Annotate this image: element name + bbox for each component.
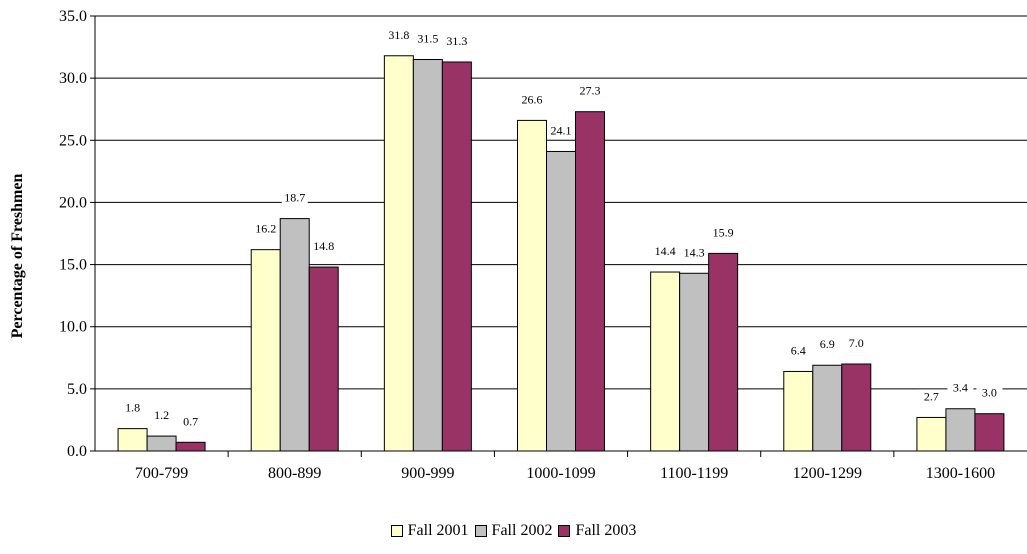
data-label: 16.2 <box>255 222 276 236</box>
legend-item: Fall 2002 <box>474 522 553 540</box>
bar <box>117 428 148 452</box>
data-label-background <box>385 27 412 43</box>
bar <box>708 252 739 452</box>
bar <box>441 61 472 452</box>
data-label-background <box>843 336 870 351</box>
data-label: 6.9 <box>820 337 835 351</box>
bar <box>575 111 605 452</box>
data-label: 3.4 <box>953 381 968 395</box>
data-label: 15.9 <box>713 225 734 239</box>
legend-label: Fall 2003 <box>575 522 637 539</box>
category-label: 1100-1199 <box>660 465 728 482</box>
bar <box>945 408 976 452</box>
data-label: 31.8 <box>388 28 409 42</box>
data-label: 27.3 <box>580 84 601 98</box>
y-axis-ticks: 0.0 5.0 10.0 15.0 20.0 25.0 30.0 35.0 <box>59 8 95 460</box>
data-label: 2.7 <box>924 389 939 403</box>
bar <box>308 266 339 452</box>
category-label: 700-799 <box>135 465 188 482</box>
bar <box>546 150 576 452</box>
legend-item: Fall 2001 <box>390 522 469 540</box>
data-label-background <box>414 31 441 47</box>
y-tick-label: 10.0 <box>59 319 87 336</box>
data-label-background <box>252 221 279 237</box>
data-label: 18.7 <box>284 191 305 205</box>
data-label-background <box>119 400 146 416</box>
data-label-background <box>548 123 574 139</box>
bar <box>175 441 206 452</box>
bar <box>146 435 177 452</box>
bars <box>117 55 1005 452</box>
data-label-background <box>681 245 708 261</box>
bar <box>812 364 843 452</box>
data-label-background <box>785 343 812 359</box>
legend-swatch <box>474 525 487 537</box>
bar <box>679 272 710 452</box>
data-label-background <box>947 380 974 396</box>
category-label: 1000-1099 <box>526 465 595 482</box>
category-label: 1300-1600 <box>926 465 995 482</box>
data-label: 3.0 <box>982 386 997 400</box>
category-label: 800-899 <box>268 465 321 482</box>
data-label: 1.2 <box>154 408 169 422</box>
bar <box>841 363 872 452</box>
data-label: 0.7 <box>183 414 198 428</box>
legend: Fall 2001 Fall 2002 Fall 2003 <box>0 522 1027 542</box>
bar <box>650 271 681 452</box>
y-tick-label: 5.0 <box>67 381 87 398</box>
y-axis-label: Percentage of Freshmen <box>9 174 26 339</box>
data-label: 14.8 <box>313 239 334 253</box>
bar <box>517 119 547 452</box>
data-label: 31.3 <box>446 34 467 48</box>
data-label-background <box>918 389 945 405</box>
bar <box>916 416 947 452</box>
data-label: 14.4 <box>655 244 676 258</box>
data-label: 6.4 <box>791 343 806 357</box>
y-tick-label: 35.0 <box>59 8 87 25</box>
legend-label: Fall 2001 <box>407 522 469 539</box>
y-tick-label: 0.0 <box>67 443 87 460</box>
legend-swatch <box>390 525 403 537</box>
y-tick-label: 20.0 <box>59 194 87 211</box>
bar <box>783 370 814 452</box>
data-label-background <box>976 385 1003 401</box>
y-tick-label: 25.0 <box>59 132 87 149</box>
data-label-background <box>148 408 175 424</box>
data-label-background <box>310 239 337 255</box>
data-label-background <box>281 190 308 206</box>
legend-label: Fall 2002 <box>491 522 553 539</box>
bar <box>383 55 414 452</box>
bar <box>250 249 281 452</box>
data-labels: 1.8 1.2 0.7 16.2 18.7 14.8 31.8 31.5 31.3 26.6 24.… <box>119 27 1003 430</box>
bar <box>412 59 443 452</box>
bar <box>279 218 310 452</box>
legend-swatch <box>558 525 571 537</box>
data-label-background <box>710 225 737 241</box>
x-axis-categories: 700-799 800-899 900-999 1000-1099 1100-1199 1… <box>135 465 995 482</box>
axes <box>94 16 1027 457</box>
data-label-background <box>177 414 204 430</box>
data-label: 24.1 <box>551 123 572 137</box>
data-label: 31.5 <box>417 32 438 46</box>
category-label: 1200-1299 <box>793 465 862 482</box>
data-label-background <box>519 92 545 108</box>
data-label-background <box>443 33 470 49</box>
data-label-background <box>652 244 679 260</box>
y-tick-label: 30.0 <box>59 70 87 87</box>
data-label: 14.3 <box>684 245 705 259</box>
legend-item: Fall 2003 <box>558 522 636 540</box>
data-label: 26.6 <box>522 92 543 106</box>
bar <box>974 413 1005 452</box>
data-label-background <box>814 337 841 353</box>
category-label: 900-999 <box>401 465 454 482</box>
data-label-background <box>577 83 603 99</box>
data-label: 1.8 <box>125 401 140 415</box>
y-tick-label: 15.0 <box>59 257 87 274</box>
data-label: 7.0 <box>849 336 864 350</box>
